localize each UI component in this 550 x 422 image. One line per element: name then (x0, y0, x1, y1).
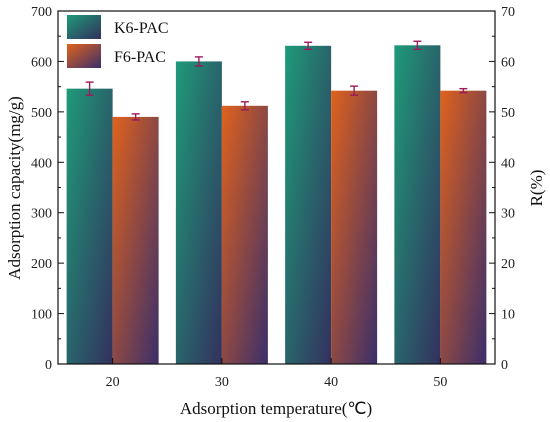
bar-k6-pac-20 (66, 88, 113, 364)
right-tick-label: 50 (501, 106, 515, 121)
x-axis: 20 30 40 50 (106, 358, 447, 390)
bar-f6-pac-30 (221, 105, 268, 364)
legend-swatch-k6-pac (67, 15, 101, 39)
right-axis: 0 10 20 30 40 50 60 70 (489, 5, 515, 373)
right-tick-label: 20 (501, 257, 515, 272)
left-tick-label: 200 (31, 257, 52, 272)
bar-f6-pac-50 (440, 90, 487, 365)
left-tick-label: 300 (31, 207, 52, 222)
left-tick-label: 700 (31, 5, 52, 20)
legend-swatch-f6-pac (67, 44, 101, 68)
left-tick-label: 400 (31, 156, 52, 171)
left-tick-label: 100 (31, 308, 52, 323)
bar-k6-pac-50 (394, 45, 441, 364)
legend-label-f6-pac: F6-PAC (114, 49, 166, 66)
x-tick-label: 40 (324, 375, 338, 390)
left-axis: 0 100 200 300 400 500 600 700 (31, 5, 64, 373)
left-tick-label: 600 (31, 55, 52, 70)
x-tick-label: 20 (106, 375, 120, 390)
x-axis-title: Adsorption temperature(℃) (180, 399, 372, 418)
right-tick-label: 0 (501, 358, 508, 373)
x-tick-label: 50 (433, 375, 447, 390)
right-tick-label: 70 (501, 5, 515, 20)
legend-label-k6-pac: K6-PAC (114, 20, 169, 37)
right-tick-label: 40 (501, 156, 515, 171)
left-tick-label: 0 (45, 358, 52, 373)
left-tick-label: 500 (31, 106, 52, 121)
right-tick-label: 60 (501, 55, 515, 70)
y-axis-title: Adsorption capacity(mg/g) (5, 96, 24, 280)
error-bars-group (85, 40, 468, 121)
right-tick-label: 10 (501, 308, 515, 323)
bar-f6-pac-20 (112, 116, 159, 365)
x-tick-label: 30 (215, 375, 229, 390)
bars-group (66, 45, 487, 365)
right-tick-label: 30 (501, 207, 515, 222)
bar-f6-pac-40 (331, 90, 378, 365)
bar-k6-pac-40 (285, 45, 332, 364)
y2-axis-title: R(%) (527, 170, 546, 207)
legend: K6-PAC F6-PAC (67, 15, 169, 68)
bar-k6-pac-30 (175, 61, 222, 365)
